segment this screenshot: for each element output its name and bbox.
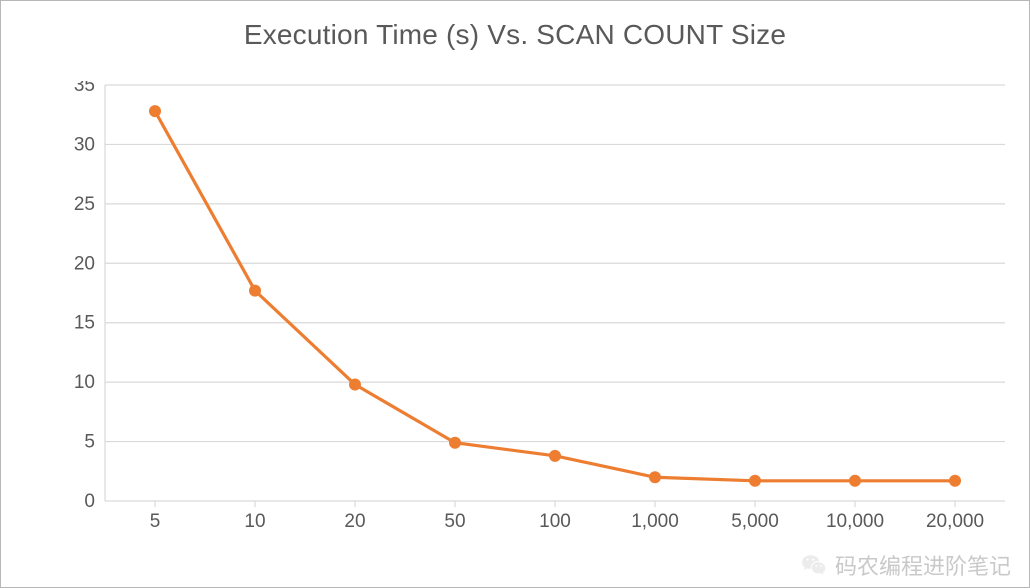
y-tick-label: 30 bbox=[74, 134, 95, 155]
watermark: 码农编程进阶笔记 bbox=[801, 549, 1011, 581]
series-marker bbox=[549, 450, 561, 462]
chart-container: Execution Time (s) Vs. SCAN COUNT Size 0… bbox=[0, 0, 1030, 588]
y-tick-label: 15 bbox=[74, 313, 95, 334]
watermark-text: 码农编程进阶笔记 bbox=[835, 549, 1011, 581]
series-marker bbox=[249, 285, 261, 297]
x-tick-label: 100 bbox=[539, 511, 571, 531]
wechat-icon bbox=[801, 552, 827, 578]
x-tick-label: 20 bbox=[344, 511, 365, 531]
x-tick-label: 50 bbox=[444, 511, 465, 531]
y-tick-label: 5 bbox=[84, 432, 95, 453]
series-marker bbox=[149, 105, 161, 117]
series-marker bbox=[449, 437, 461, 449]
series-marker bbox=[849, 475, 861, 487]
x-tick-label: 1,000 bbox=[631, 511, 679, 531]
series-marker bbox=[949, 475, 961, 487]
series-marker bbox=[349, 379, 361, 391]
series-line bbox=[155, 111, 955, 481]
x-tick-label: 5 bbox=[150, 511, 161, 531]
y-tick-label: 35 bbox=[74, 81, 95, 96]
x-tick-label: 20,000 bbox=[926, 511, 984, 531]
plot-svg: 0 5 10 15 20 25 30 35 5 10 20 50 100 1,000 5,000 10,000… bbox=[71, 81, 1011, 531]
x-tick-label: 10 bbox=[244, 511, 265, 531]
x-tick-label: 10,000 bbox=[826, 511, 884, 531]
y-tick-label: 25 bbox=[74, 194, 95, 215]
y-tick-label: 10 bbox=[74, 372, 95, 393]
x-tick-label: 5,000 bbox=[731, 511, 779, 531]
plot-area: 0 5 10 15 20 25 30 35 5 10 20 50 100 1,000 5,000 10,000… bbox=[71, 81, 1011, 531]
y-tick-label: 0 bbox=[84, 491, 95, 512]
y-tick-label: 20 bbox=[74, 253, 95, 274]
series-marker bbox=[649, 471, 661, 483]
chart-title: Execution Time (s) Vs. SCAN COUNT Size bbox=[1, 1, 1029, 51]
series-marker bbox=[749, 475, 761, 487]
